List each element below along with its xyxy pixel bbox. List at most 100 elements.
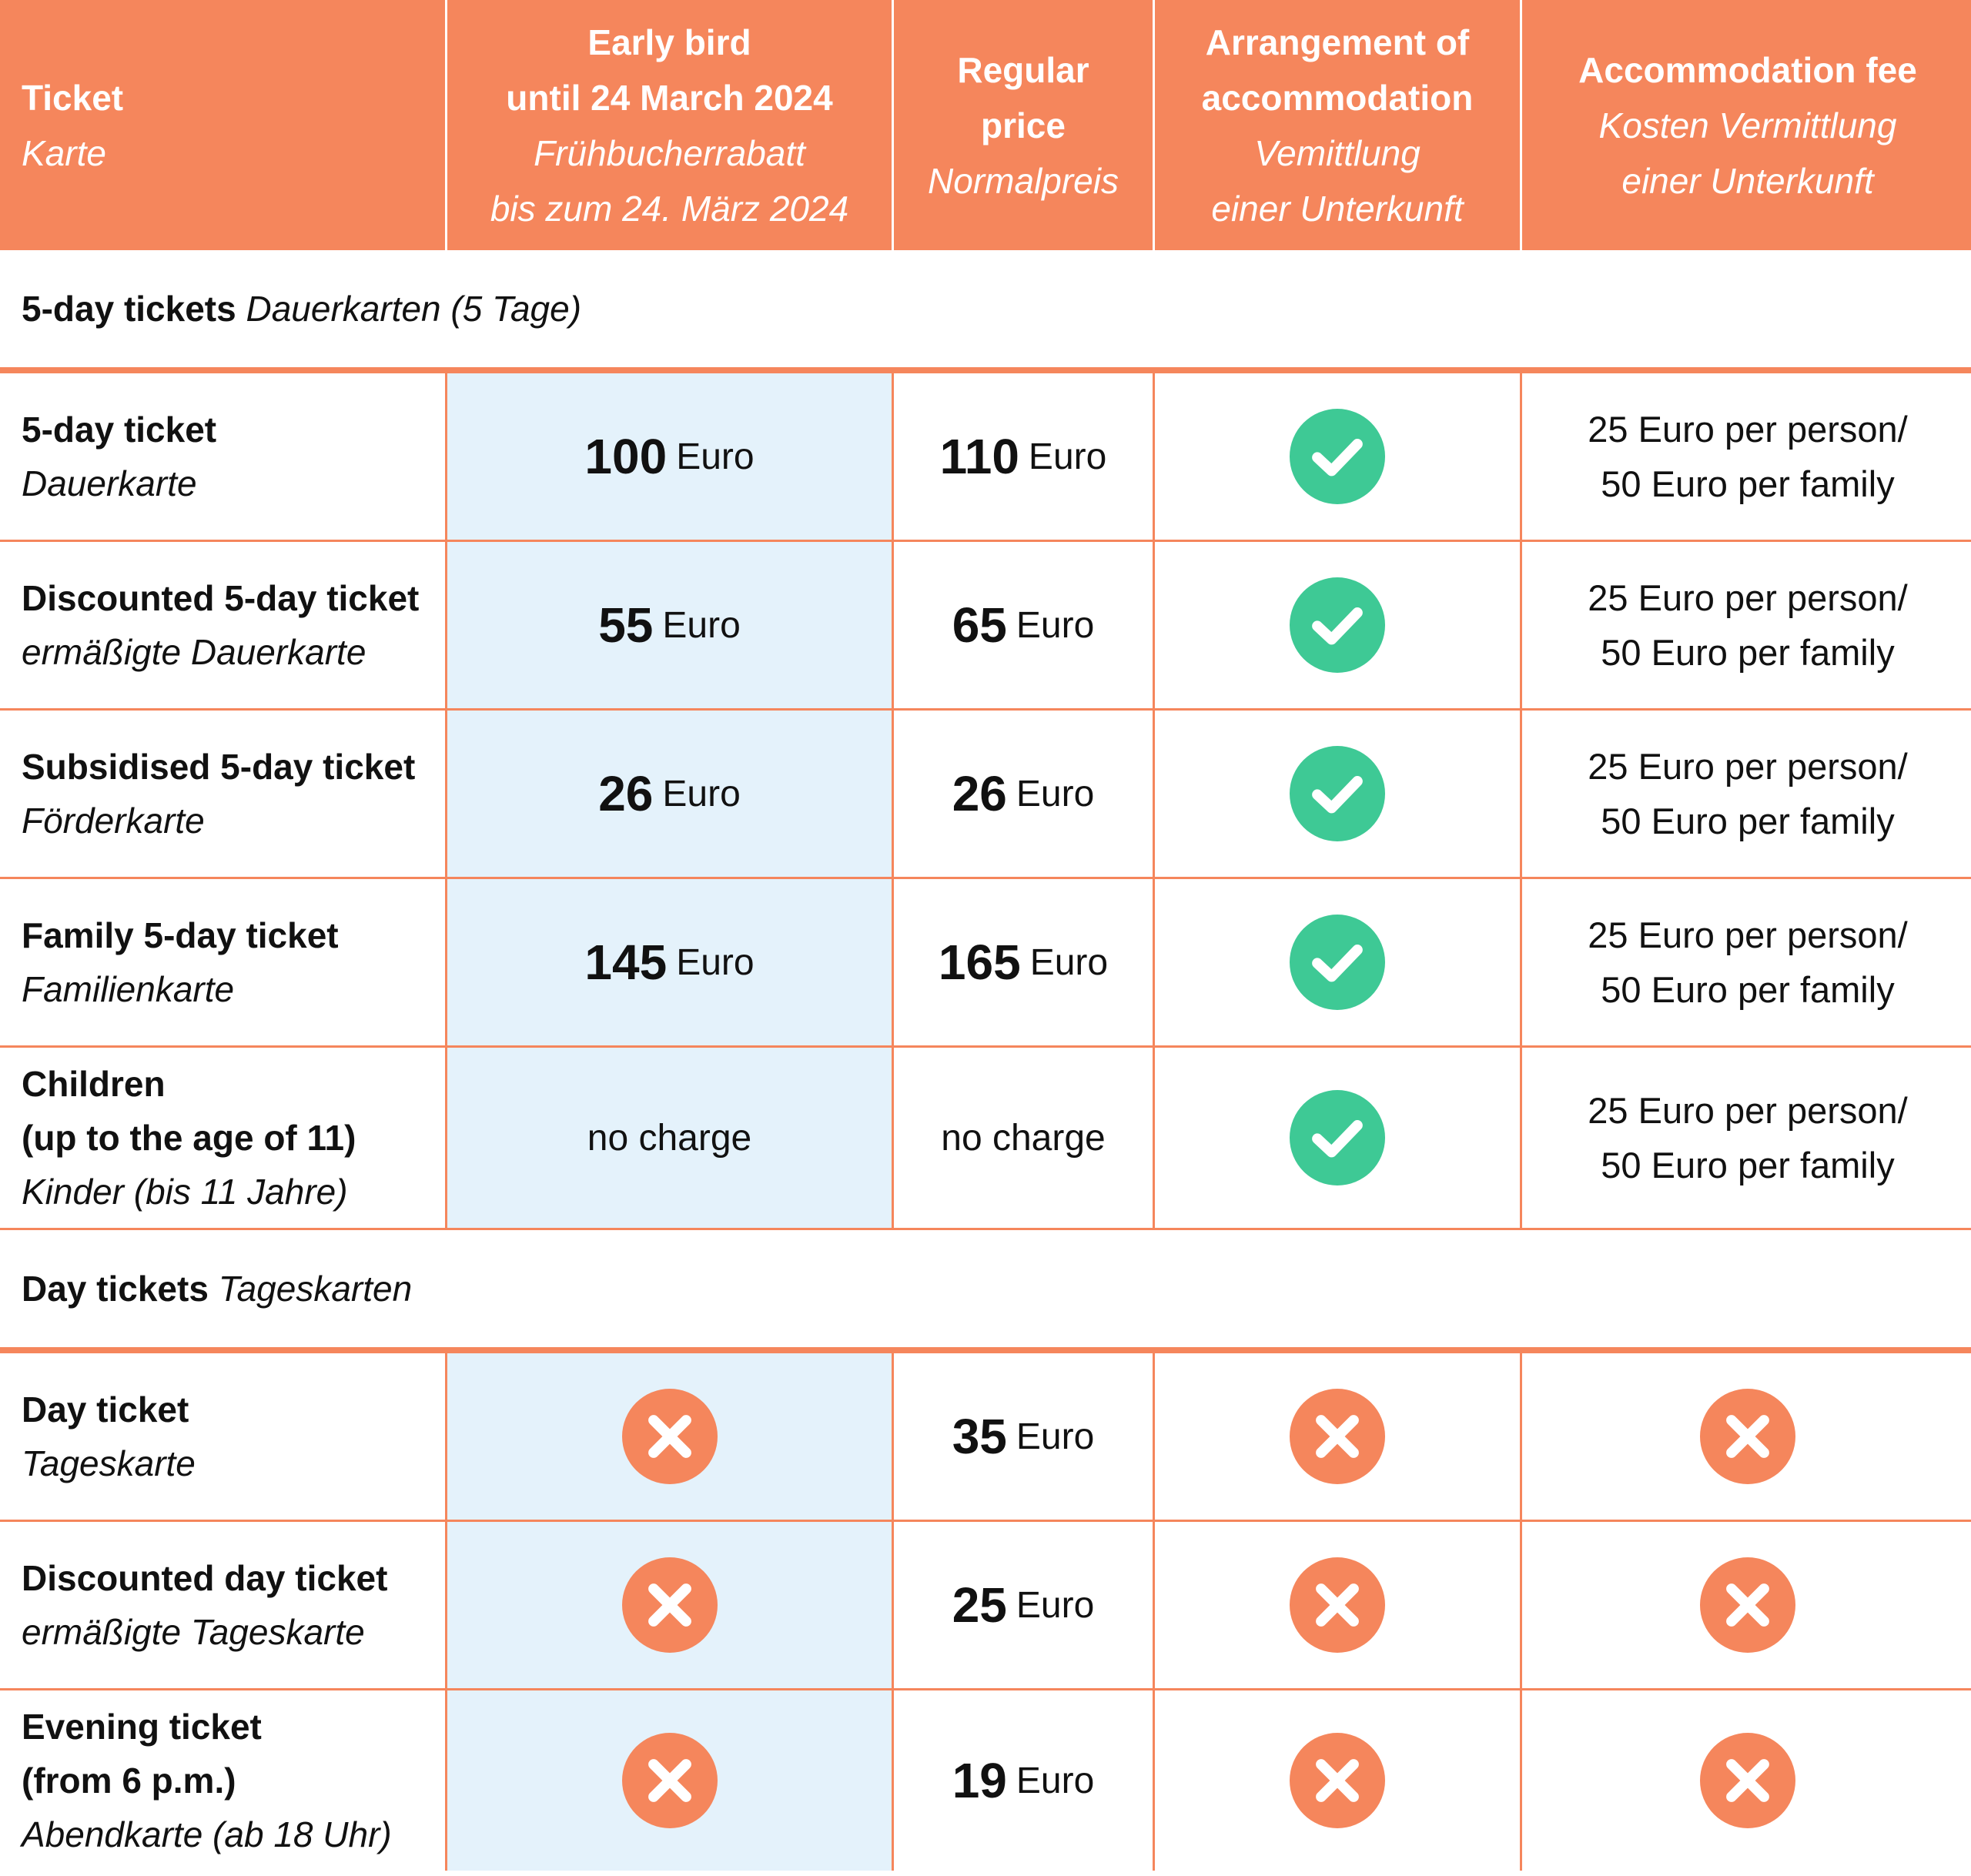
check-circle-icon	[1290, 746, 1385, 841]
cross-circle-icon	[621, 1389, 718, 1484]
ticket-name: Discounted day ticket	[22, 1558, 388, 1598]
regular-price: 35 Euro	[894, 1353, 1153, 1520]
ticket-name-de: Förderkarte	[22, 801, 205, 841]
ticket-name-cell: 5-day ticket Dauerkarte	[0, 373, 445, 540]
header-regular-label-2: price	[981, 105, 1066, 145]
fee-per-family: 50 Euro per family	[1601, 801, 1895, 841]
regular-price: 19 Euro	[894, 1690, 1153, 1871]
header-regular-label-de: Normalpreis	[928, 160, 1119, 201]
price-unit: Euro	[676, 941, 755, 983]
fee-per-person: 25 Euro per person/	[1588, 915, 1908, 955]
fee-per-person: 25 Euro per person/	[1588, 1090, 1908, 1131]
ticket-name-cell: Children (up to the age of 11) Kinder (b…	[0, 1048, 445, 1228]
fee-per-family: 50 Euro per family	[1601, 969, 1895, 1010]
ticket-name: Discounted 5-day ticket	[22, 578, 420, 618]
ticket-name: Subsidised 5-day ticket	[22, 747, 416, 787]
check-circle-icon	[1290, 915, 1385, 1010]
price-unit: Euro	[1029, 941, 1109, 983]
header-arrangement-label-1: Arrangement of	[1205, 22, 1470, 62]
ticket-name-de: Dauerkarte	[22, 463, 197, 503]
header-arrangement: Arrangement of accommodation Vemittlung …	[1155, 0, 1520, 250]
price-unit: Euro	[662, 604, 741, 646]
price-unit: Euro	[1016, 604, 1095, 646]
ticket-name-de: Kinder (bis 11 Jahre)	[22, 1172, 348, 1212]
ticket-name-de: Abendkarte (ab 18 Uhr)	[22, 1814, 392, 1854]
cross-circle-icon	[1700, 1389, 1795, 1484]
section-day-title: Day tickets	[22, 1269, 209, 1309]
section-5-day-title: 5-day tickets	[22, 289, 236, 329]
header-ticket-label: Ticket	[22, 77, 124, 118]
early-bird-price: 26 Euro	[447, 711, 892, 877]
header-early-bird-date: until 24 March 2024	[506, 77, 833, 118]
early-bird-price: 55 Euro	[447, 542, 892, 708]
arrangement-cell	[1155, 1353, 1520, 1520]
ticket-name: Day ticket	[22, 1389, 189, 1430]
ticket-name-condition: (up to the age of 11)	[22, 1118, 356, 1158]
early-bird-price: 145 Euro	[447, 879, 892, 1045]
arrangement-cell	[1155, 542, 1520, 708]
price-value: 145	[584, 935, 668, 990]
header-early-bird-label-de: Frühbucherrabatt	[534, 132, 805, 173]
price-unit: Euro	[1016, 1760, 1095, 1801]
section-day-title-de: Tageskarten	[218, 1269, 413, 1309]
section-5-day-title-de: Dauerkarten (5 Tage)	[246, 289, 582, 329]
fee-cell: 25 Euro per person/ 50 Euro per family	[1522, 879, 1971, 1045]
header-early-bird-label: Early bird	[587, 22, 751, 62]
check-circle-icon	[1290, 1090, 1385, 1185]
regular-price: 110 Euro	[894, 373, 1153, 540]
price-unit: Euro	[1016, 773, 1095, 814]
price-unit: Euro	[1028, 436, 1107, 477]
arrangement-cell	[1155, 1048, 1520, 1228]
ticket-name-de: Familienkarte	[22, 969, 235, 1009]
price-unit: Euro	[1016, 1416, 1095, 1457]
header-fee-label-de-1: Kosten Vermittlung	[1598, 105, 1897, 145]
header-arrangement-label-de-1: Vemittlung	[1254, 132, 1421, 173]
table-row: Day ticket Tageskarte 35 Euro	[0, 1353, 1971, 1522]
arrangement-cell	[1155, 1522, 1520, 1688]
cross-circle-icon	[1700, 1557, 1795, 1653]
fee-cell	[1522, 1690, 1971, 1871]
ticket-name: Evening ticket	[22, 1707, 262, 1747]
price-value: 19	[952, 1753, 1007, 1808]
regular-price: 25 Euro	[894, 1522, 1153, 1688]
header-ticket-label-de: Karte	[22, 132, 106, 173]
header-regular-label-1: Regular	[957, 49, 1089, 90]
regular-price: no charge	[894, 1048, 1153, 1228]
regular-price: 165 Euro	[894, 879, 1153, 1045]
ticket-name-condition: (from 6 p.m.)	[22, 1761, 236, 1801]
ticket-name-de: ermäßigte Tageskarte	[22, 1612, 365, 1652]
table-row: Family 5-day ticket Familienkarte 145 Eur…	[0, 879, 1971, 1048]
fee-per-family: 50 Euro per family	[1601, 463, 1895, 504]
check-circle-icon	[1290, 577, 1385, 673]
ticket-name-cell: Day ticket Tageskarte	[0, 1353, 445, 1520]
arrangement-cell	[1155, 373, 1520, 540]
regular-price: 65 Euro	[894, 542, 1153, 708]
table-row: Subsidised 5-day ticket Förderkarte 26 Eu…	[0, 711, 1971, 879]
fee-per-person: 25 Euro per person/	[1588, 409, 1908, 450]
price-value: 26	[952, 766, 1007, 821]
ticket-name-cell: Family 5-day ticket Familienkarte	[0, 879, 445, 1045]
no-charge-label: no charge	[941, 1117, 1106, 1159]
check-circle-icon	[1290, 409, 1385, 504]
early-bird-price	[447, 1690, 892, 1871]
no-charge-label: no charge	[587, 1117, 752, 1159]
table-header: Ticket Karte Early bird until 24 March 2…	[0, 0, 1971, 250]
table-row: Discounted day ticket ermäßigte Tageskar…	[0, 1522, 1971, 1690]
price-value: 65	[952, 597, 1007, 653]
early-bird-price	[447, 1353, 892, 1520]
fee-per-person: 25 Euro per person/	[1588, 746, 1908, 787]
early-bird-price	[447, 1522, 892, 1688]
price-value: 100	[584, 429, 668, 484]
table-row: 5-day ticket Dauerkarte 100 Euro 110 Euro …	[0, 373, 1971, 542]
header-regular: Regular price Normalpreis	[894, 0, 1153, 250]
ticket-name-cell: Evening ticket (from 6 p.m.) Abendkarte …	[0, 1690, 445, 1871]
cross-circle-icon	[1290, 1733, 1385, 1828]
cross-circle-icon	[1290, 1389, 1385, 1484]
cross-circle-icon	[621, 1557, 718, 1653]
price-value: 26	[598, 766, 654, 821]
header-early-bird: Early bird until 24 March 2024 Frühbuche…	[447, 0, 892, 250]
price-value: 25	[952, 1577, 1007, 1633]
section-5-day-tickets: 5-day tickets Dauerkarten (5 Tage)	[0, 250, 1971, 373]
arrangement-cell	[1155, 1690, 1520, 1871]
cross-circle-icon	[1290, 1557, 1385, 1653]
